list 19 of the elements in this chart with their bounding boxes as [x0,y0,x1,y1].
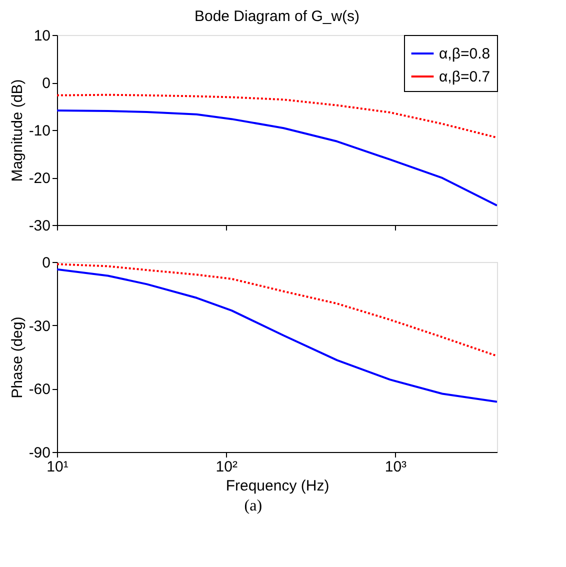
x-tick-label: 10² [216,458,238,476]
y-tick-label: 0 [42,75,50,92]
y-tick-label: 0 [42,254,50,272]
x-tick-label: 10¹ [46,458,68,476]
text: (a) [244,498,262,514]
y-tick-label: -90 [28,444,50,462]
y-axis-title: Magnitude (dB) [8,79,26,182]
y-tick-label: 10 [34,28,50,44]
legend-label: α,β=0.8 [439,46,490,62]
chart-title: Bode Diagram of G_w(s) [194,8,360,25]
y-tick-label: -30 [28,318,50,335]
x-tick-label: 10³ [384,458,407,476]
y-tick-label: -60 [28,381,50,398]
y-tick-label: -30 [28,218,50,234]
legend-label: α,β=0.7 [439,68,490,86]
y-tick-label: -10 [28,122,50,140]
y-axis-title: Phase (deg) [8,316,26,398]
y-tick-label: -20 [28,170,50,187]
x-axis-title: Frequency (Hz) [226,478,330,494]
